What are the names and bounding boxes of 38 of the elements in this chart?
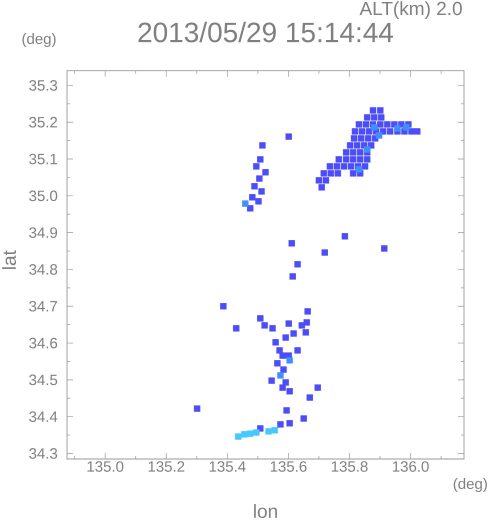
point	[247, 430, 254, 437]
text: (deg)	[22, 33, 56, 48]
point	[286, 357, 293, 364]
x-tick-label: 135.8	[332, 461, 368, 472]
point	[277, 372, 284, 379]
y-tick-label: 35.2	[29, 116, 58, 128]
point	[253, 429, 260, 436]
y-tick-label: 34.3	[29, 448, 58, 459]
y-tick-label: 35.0	[29, 190, 58, 202]
x-tick-label: 136.0	[392, 461, 429, 472]
x-tick-label: 135.4	[210, 461, 246, 472]
chart-subtitle: ALT(km) 2.0	[360, 1, 462, 19]
point	[371, 124, 378, 131]
y-axis-title: lat	[2, 250, 16, 269]
point	[241, 431, 248, 438]
x-tick-label: 135.2	[148, 461, 184, 472]
point	[271, 427, 278, 434]
y-tick-label: 35.3	[29, 80, 58, 91]
point	[265, 428, 272, 435]
y-tick-label: 34.6	[29, 338, 58, 348]
point	[376, 132, 382, 139]
x-tick-label: 135.0	[88, 461, 124, 472]
x-axis-title: lon	[254, 504, 277, 518]
y-tick-label: 34.9	[29, 227, 58, 238]
point	[364, 146, 370, 153]
point	[356, 166, 362, 173]
y-tick-label: 34.7	[29, 300, 58, 312]
text: (deg)	[454, 478, 487, 492]
y-tick-label: 34.5	[29, 374, 58, 386]
point	[394, 125, 401, 132]
y-tick-label: 34.8	[29, 264, 58, 275]
y-tick-label: 34.4	[29, 411, 58, 422]
chart-title: 2013/05/29 15:14:44	[138, 22, 394, 42]
point	[242, 200, 249, 207]
point	[403, 124, 410, 131]
y-tick-label: 35.1	[29, 154, 58, 164]
x-tick-label: 135.6	[270, 461, 307, 472]
point	[235, 433, 242, 440]
